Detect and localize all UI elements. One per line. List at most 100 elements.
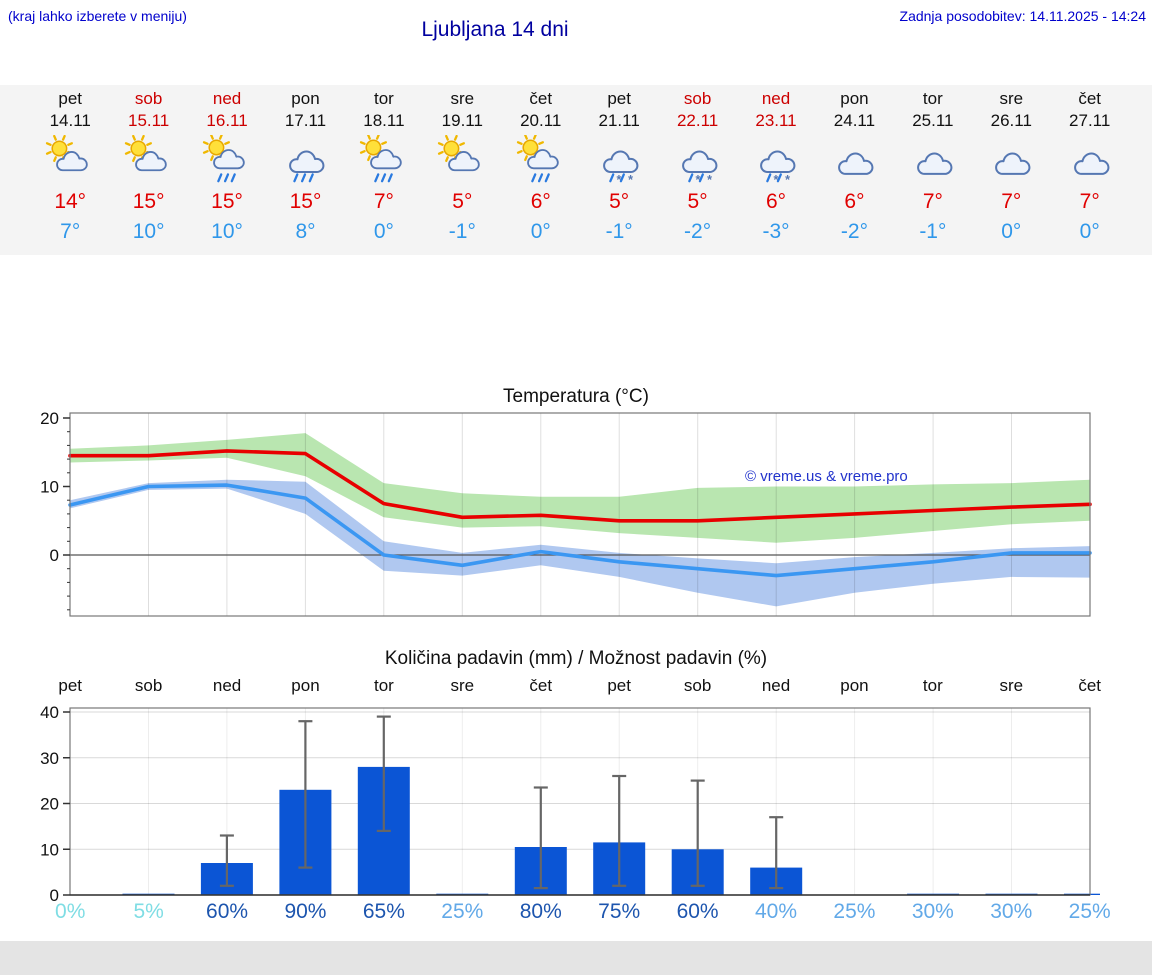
precip-probability: 75% bbox=[598, 900, 641, 923]
precip-chart-title: Količina padavin (mm) / Možnost padavin … bbox=[384, 648, 768, 669]
precip-day-label: sre bbox=[999, 676, 1024, 695]
temperature-chart: 0 10 20 bbox=[40, 409, 1092, 617]
precip-y-tick-label: 40 bbox=[40, 703, 59, 722]
precip-y-tick-label: 0 bbox=[50, 886, 59, 905]
precip-day-label: sob bbox=[134, 676, 163, 695]
day-name: sre bbox=[999, 89, 1024, 108]
low-temp: -2° bbox=[840, 220, 868, 243]
forecast-day[interactable]: tor 18.11 7° 0° bbox=[345, 89, 423, 255]
forecast-day[interactable]: sre 26.11 7° 0° bbox=[972, 89, 1050, 255]
precip-y-tick-label: 20 bbox=[40, 795, 59, 814]
watermark-link[interactable]: © vreme.us & vreme.pro bbox=[745, 468, 908, 485]
precip-probability: 5% bbox=[133, 900, 164, 923]
sun-rain-icon bbox=[200, 133, 254, 187]
day-date: 17.11 bbox=[284, 111, 327, 130]
high-temp: 5° bbox=[687, 190, 708, 213]
day-date: 18.11 bbox=[363, 111, 405, 130]
day-name: čet bbox=[1078, 89, 1102, 108]
forecast-strip: pet 14.11 14° 7° sob 15.11 15° 10° ned 16.11 15° 10… bbox=[0, 85, 1152, 255]
forecast-day[interactable]: pon 24.11 6° -2° bbox=[815, 89, 893, 255]
rain-icon bbox=[278, 135, 332, 187]
precip-probability: 80% bbox=[519, 900, 562, 923]
high-temp: 6° bbox=[844, 190, 865, 213]
svg-text:*: * bbox=[617, 173, 622, 185]
precip-probability: 65% bbox=[362, 900, 405, 923]
partly-sunny-icon bbox=[122, 134, 176, 187]
sleet-icon: * * bbox=[592, 135, 646, 187]
high-temp: 7° bbox=[1079, 190, 1100, 213]
low-temp: 0° bbox=[373, 220, 394, 243]
menu-hint: (kraj lahko izberete v meniju) bbox=[8, 8, 187, 24]
partly-sunny-icon bbox=[43, 134, 97, 187]
precip-probability: 30% bbox=[911, 900, 954, 923]
high-temp: 7° bbox=[373, 190, 394, 213]
day-name: pet bbox=[607, 89, 631, 108]
precip-probability: 90% bbox=[284, 900, 327, 923]
precip-probability: 60% bbox=[676, 900, 719, 923]
day-date: 22.11 bbox=[676, 111, 719, 130]
sleet-icon: * * bbox=[671, 135, 725, 187]
precip-day-label: pet bbox=[607, 676, 631, 695]
day-name: pon bbox=[291, 89, 320, 108]
day-name: pet bbox=[58, 89, 83, 108]
temp-y-tick-label: 20 bbox=[40, 409, 59, 428]
high-temp: 6° bbox=[765, 190, 787, 213]
day-date: 21.11 bbox=[598, 111, 640, 130]
day-name: ned bbox=[212, 89, 242, 108]
high-temp: 15° bbox=[289, 190, 322, 213]
last-update-label: Zadnja posodobitev: 14.11.2025 - 14:24 bbox=[899, 8, 1146, 24]
high-temp: 15° bbox=[132, 190, 165, 213]
day-name: sob bbox=[683, 89, 712, 108]
precip-probability: 25% bbox=[1068, 900, 1111, 923]
precip-y-tick-label: 30 bbox=[40, 749, 59, 768]
forecast-day[interactable]: pet 21.11 * * 5° -1° bbox=[580, 89, 658, 255]
cloudy-icon bbox=[1063, 135, 1117, 187]
high-temp: 14° bbox=[54, 190, 87, 213]
precip-probability: 0% bbox=[55, 900, 86, 923]
day-date: 14.11 bbox=[49, 111, 91, 130]
precip-day-label: pon bbox=[291, 676, 320, 695]
forecast-day[interactable]: čet 20.11 6° 0° bbox=[502, 89, 580, 255]
bottom-ad-placeholder bbox=[0, 941, 1152, 975]
precip-day-labels: pet sob ned pon tor sre čet pet sob ned pon tor sre č… bbox=[0, 676, 1152, 696]
forecast-day[interactable]: čet 27.11 7° 0° bbox=[1050, 89, 1128, 255]
precip-day-label: čet bbox=[1078, 676, 1102, 695]
sleet-icon: * * bbox=[749, 135, 803, 187]
low-temp: 10° bbox=[132, 220, 165, 243]
high-temp: 7° bbox=[1001, 190, 1022, 213]
forecast-day[interactable]: sob 15.11 15° 10° bbox=[109, 89, 187, 255]
forecast-day[interactable]: sob 22.11 * * 5° -2° bbox=[658, 89, 736, 255]
forecast-day[interactable]: ned 16.11 15° 10° bbox=[188, 89, 266, 255]
page-title: Ljubljana 14 dni bbox=[421, 18, 569, 41]
low-temp: 8° bbox=[295, 220, 316, 243]
high-temp: 5° bbox=[452, 190, 473, 213]
day-date: 15.11 bbox=[127, 111, 170, 130]
forecast-day[interactable]: pon 17.11 15° 8° bbox=[266, 89, 344, 255]
forecast-day[interactable]: tor 25.11 7° -1° bbox=[894, 89, 972, 255]
forecast-day[interactable]: pet 14.11 14° 7° bbox=[31, 89, 109, 255]
precip-probability: 40% bbox=[754, 900, 798, 923]
precip-day-label: ned bbox=[761, 676, 791, 695]
high-temp: 7° bbox=[922, 190, 943, 213]
precip-probability: 25% bbox=[833, 900, 876, 923]
forecast-day[interactable]: ned 23.11 * * 6° -3° bbox=[737, 89, 815, 255]
precip-chart: 0 10 20 30 40 bbox=[40, 703, 1100, 905]
precip-day-label: sob bbox=[683, 676, 712, 695]
day-date: 26.11 bbox=[990, 111, 1032, 130]
precip-day-label: čet bbox=[529, 676, 553, 695]
cloudy-icon bbox=[984, 135, 1038, 187]
max-temp-line bbox=[68, 449, 1092, 523]
forecast-day[interactable]: sre 19.11 5° -1° bbox=[423, 89, 501, 255]
cloudy-icon bbox=[906, 135, 960, 187]
sun-rain-icon bbox=[514, 133, 568, 187]
day-date: 27.11 bbox=[1069, 111, 1111, 130]
day-name: ned bbox=[761, 89, 791, 108]
low-temp: -2° bbox=[684, 220, 712, 243]
high-temp: 5° bbox=[609, 190, 630, 213]
svg-text:*: * bbox=[774, 173, 779, 185]
precip-day-label: tor bbox=[922, 676, 943, 695]
low-temp: -3° bbox=[762, 220, 790, 243]
low-temp: -1° bbox=[605, 220, 633, 243]
svg-text:*: * bbox=[628, 173, 633, 185]
precip-day-label: pon bbox=[840, 676, 869, 695]
